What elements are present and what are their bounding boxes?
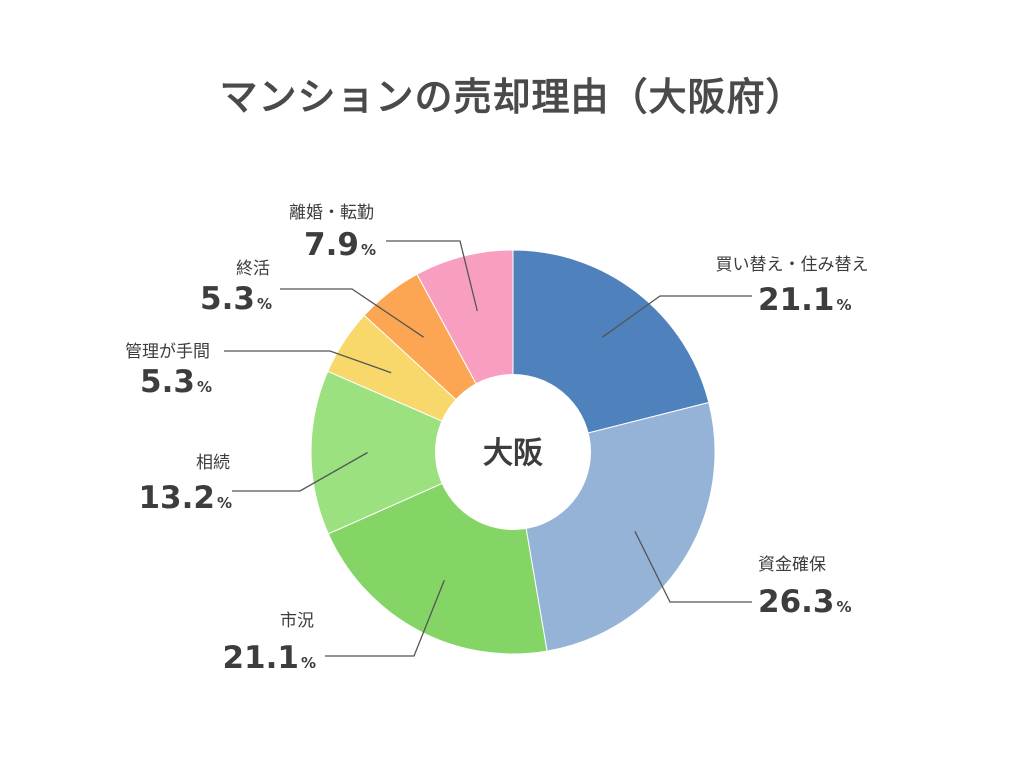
- slice-label-1: 資金確保: [758, 555, 826, 575]
- slice-value-0: 21.1%: [758, 282, 852, 318]
- slice-value-6: 7.9%: [304, 227, 376, 263]
- slice-3: [310, 370, 515, 535]
- slice-label-0: 買い替え・住み替え: [716, 255, 869, 275]
- leader-line-3: [232, 451, 368, 492]
- slice-label-5: 終活: [236, 259, 270, 279]
- leader-line-2: [325, 579, 445, 657]
- leader-line-5: [280, 288, 424, 338]
- leader-line-4: [224, 350, 392, 374]
- chart-title: マンションの売却理由（大阪府）: [219, 75, 805, 119]
- slice-label-3: 相続: [196, 453, 230, 473]
- slice-label-4: 管理が手間: [125, 342, 210, 362]
- slice-label-2: 市況: [280, 611, 314, 631]
- leader-line-0: [602, 295, 752, 338]
- leader-line-1: [634, 531, 752, 603]
- center-label: 大阪: [483, 436, 543, 471]
- slice-value-2: 21.1%: [222, 640, 316, 676]
- slice-value-1: 26.3%: [758, 584, 852, 620]
- slice-value-3: 13.2%: [138, 480, 232, 516]
- slice-value-4: 5.3%: [140, 364, 212, 400]
- slice-label-6: 離婚・転勤: [289, 203, 374, 223]
- slice-value-5: 5.3%: [200, 281, 272, 317]
- donut-hole: [435, 374, 591, 530]
- leader-line-6: [386, 240, 478, 312]
